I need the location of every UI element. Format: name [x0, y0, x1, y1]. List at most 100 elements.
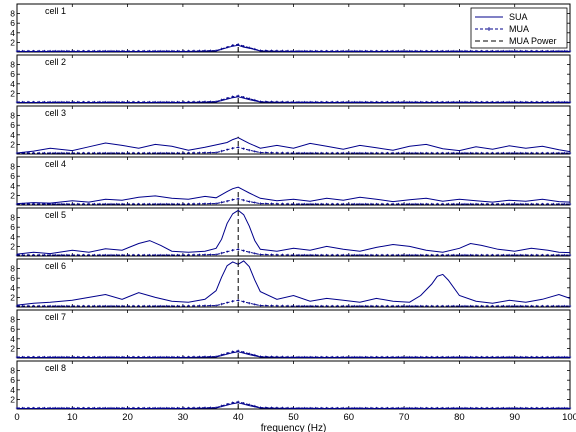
mua-marker — [347, 202, 350, 206]
mua-marker — [292, 304, 295, 308]
cell-label-3: cell 3 — [45, 108, 66, 118]
mua-marker — [452, 49, 456, 53]
mua-marker — [563, 304, 566, 308]
mua-marker — [270, 202, 273, 205]
mua-marker — [458, 304, 461, 308]
panel-frame-7 — [16, 309, 571, 359]
mua-marker — [48, 304, 52, 308]
mua-marker — [425, 304, 428, 308]
mua-marker — [115, 100, 118, 104]
mua-marker — [253, 201, 256, 204]
mua-marker — [137, 304, 140, 308]
mua-marker — [369, 355, 373, 359]
mua-marker — [259, 304, 262, 307]
mua-marker — [264, 406, 268, 409]
mua-marker — [237, 299, 240, 302]
mua-marker — [369, 202, 373, 206]
mua-marker — [292, 253, 295, 257]
mua-marker — [120, 406, 124, 410]
mua-marker — [48, 202, 52, 206]
mua-marker — [436, 253, 439, 257]
mua-marker — [187, 100, 190, 104]
mua-marker — [530, 406, 533, 410]
mua-marker — [181, 304, 185, 308]
y-tick-label: 2 — [10, 139, 15, 149]
mua-marker — [402, 253, 406, 257]
mua-marker — [253, 150, 256, 153]
mua-marker — [408, 406, 411, 410]
mua-marker — [353, 355, 356, 359]
mua-marker — [65, 355, 68, 359]
mua-marker — [474, 49, 478, 53]
mua-marker — [425, 253, 428, 257]
mua-marker — [176, 100, 179, 104]
mua-marker — [342, 355, 345, 359]
mua-marker — [37, 253, 41, 257]
mua-marker — [413, 202, 417, 206]
mua-marker — [430, 202, 433, 206]
mua-marker — [220, 251, 223, 255]
mua-marker — [104, 355, 107, 359]
mua-marker — [502, 253, 505, 257]
mua-marker — [297, 202, 301, 206]
mua-marker — [413, 151, 417, 155]
mua-marker — [82, 202, 85, 206]
mua-marker — [375, 406, 378, 410]
mua-marker — [557, 151, 561, 155]
mua-marker — [297, 100, 301, 104]
mua-marker — [535, 202, 539, 206]
mua-marker — [237, 400, 240, 403]
y-tick-label: 2 — [10, 37, 15, 47]
mua-marker — [198, 202, 201, 205]
mua-marker — [248, 301, 251, 305]
mua-marker — [563, 355, 566, 359]
mua-marker — [452, 253, 456, 257]
mua-marker — [165, 100, 168, 104]
mua-marker — [154, 202, 157, 206]
mua-marker — [259, 355, 262, 358]
mua-marker — [563, 49, 566, 53]
mua-marker — [115, 304, 118, 308]
mua-marker — [557, 49, 561, 53]
mua-marker — [170, 253, 174, 257]
mua-marker — [159, 100, 162, 104]
mua-marker — [513, 100, 516, 104]
y-tick-label: 4 — [10, 385, 15, 395]
mua-marker — [43, 304, 46, 308]
mua-marker — [21, 49, 24, 53]
mua-marker — [380, 151, 384, 155]
mua-marker — [469, 49, 472, 53]
mua-marker — [65, 304, 68, 308]
mua-marker — [82, 100, 85, 104]
y-tick-label: 4 — [10, 130, 15, 140]
mua-marker — [192, 355, 196, 359]
mua-marker — [104, 406, 107, 410]
legend-marker-mua — [487, 27, 491, 31]
mua-marker — [203, 100, 207, 103]
mua-marker — [347, 151, 350, 155]
mua-marker — [485, 49, 489, 53]
mua-marker — [469, 304, 472, 308]
mua-marker — [507, 253, 511, 257]
mua-marker — [496, 202, 500, 206]
mua-marker — [557, 253, 561, 257]
mua-marker — [331, 49, 334, 53]
mua-marker — [220, 47, 223, 51]
mua-marker — [225, 46, 229, 49]
mua-marker — [32, 151, 35, 155]
mua-marker — [513, 49, 516, 53]
mua-marker — [115, 49, 118, 53]
mua-marker — [54, 202, 57, 206]
mua-marker — [231, 350, 234, 353]
mua-marker — [496, 253, 500, 257]
mua-marker — [485, 355, 489, 359]
mua-marker — [170, 202, 174, 206]
mua-marker — [308, 49, 312, 53]
mua-marker — [402, 304, 406, 308]
mua-marker — [126, 253, 129, 257]
mua-marker — [436, 100, 439, 104]
mua-marker — [474, 355, 478, 359]
mua-marker — [546, 100, 550, 104]
mua-marker — [76, 406, 80, 410]
mua-marker — [159, 355, 162, 359]
